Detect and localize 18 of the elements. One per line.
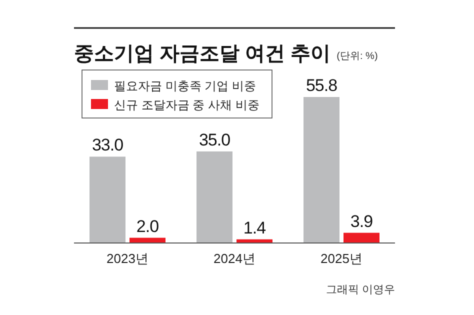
data-label: 1.4 xyxy=(243,218,266,238)
data-label: 2.0 xyxy=(136,216,159,236)
bar xyxy=(344,232,380,243)
legend-label: 필요자금 미충족 기업 비중 xyxy=(114,79,256,93)
data-label: 55.8 xyxy=(306,76,338,95)
data-label: 3.9 xyxy=(350,212,373,231)
bar xyxy=(304,97,340,243)
text: 그래픽 이영우 xyxy=(326,284,395,296)
bar xyxy=(196,151,232,243)
x-tick-label: 2023년 xyxy=(106,251,148,266)
data-label: 35.0 xyxy=(198,130,230,150)
data-label: 33.0 xyxy=(92,136,124,155)
x-tick-label: 2024년 xyxy=(214,251,256,266)
bar xyxy=(90,156,126,243)
x-tick-label: 2025년 xyxy=(320,251,362,266)
legend-label: 신규 조달자금 중 사채 비중 xyxy=(114,98,260,112)
chart-subtitle: (단위: %) xyxy=(336,51,378,62)
chart-title: 중소기업 자금조달 여건 추이 xyxy=(74,43,331,65)
